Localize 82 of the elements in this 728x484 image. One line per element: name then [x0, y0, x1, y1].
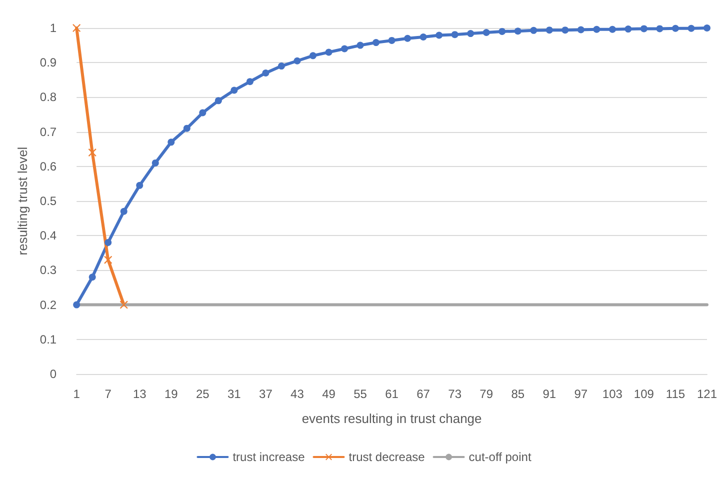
x-tick-label: 115: [666, 387, 686, 401]
x-tick-label: 121: [696, 387, 718, 401]
x-tick-label: 1: [73, 387, 80, 401]
point: [136, 182, 144, 189]
legend-label: trust increase: [232, 450, 306, 464]
point: [183, 124, 190, 132]
x-tick-label: 43: [290, 387, 304, 401]
point: [482, 29, 490, 36]
point: [120, 300, 128, 309]
x-axis-title: events resulting in trust change: [302, 411, 482, 426]
y-tick-label: 0.8: [40, 90, 57, 104]
y-tick-label: 0.4: [40, 228, 57, 243]
y-tick-label: 0.7: [40, 124, 57, 139]
y-axis-title: resulting trust level: [15, 146, 30, 256]
point: [436, 32, 443, 39]
point: [341, 45, 348, 52]
legend-label: cut-off point: [468, 450, 532, 464]
y-tick-label: 0.2: [40, 298, 57, 312]
point: [656, 25, 664, 32]
point: [514, 28, 522, 35]
x-tick-label: 31: [228, 387, 242, 401]
point: [372, 39, 380, 46]
point: [624, 26, 632, 33]
point: [593, 26, 600, 33]
point: [73, 301, 80, 308]
point: [294, 57, 301, 64]
point: [309, 52, 316, 60]
point: [262, 69, 270, 76]
point: [420, 34, 427, 40]
y-tick-label: 1: [50, 21, 57, 35]
y-tick-label: 0.1: [40, 332, 57, 346]
point: [120, 208, 128, 215]
point: [246, 78, 254, 86]
point: [104, 256, 112, 264]
point: [498, 28, 506, 35]
y-tick-label: 0.3: [40, 263, 57, 278]
point: [325, 48, 332, 56]
point: [230, 86, 238, 94]
x-tick-label: 91: [542, 387, 556, 401]
point: [199, 109, 206, 116]
point: [640, 25, 648, 32]
x-tick-label: 37: [259, 387, 273, 401]
x-tick-label: 67: [416, 387, 430, 401]
x-tick-label: 49: [322, 387, 336, 401]
point: [388, 36, 396, 44]
x-tick-label: 55: [354, 387, 368, 401]
x-tick-label: 13: [132, 387, 147, 401]
x-tick-label: 61: [385, 387, 399, 401]
point: [672, 24, 679, 32]
point: [546, 26, 553, 34]
point: [88, 148, 96, 157]
x-tick-label: 7: [104, 387, 112, 401]
point: [152, 159, 159, 166]
point: [451, 31, 458, 38]
point: [467, 30, 474, 38]
x-tick-label: 85: [511, 387, 525, 401]
x-tick-label: 109: [634, 387, 654, 401]
x-tick-label: 103: [602, 387, 623, 401]
y-tick-label: 0.9: [40, 56, 57, 70]
x-tick-label: 25: [196, 387, 210, 401]
point: [703, 24, 710, 32]
x-tick-label: 79: [480, 387, 494, 401]
point: [104, 239, 112, 246]
y-tick-label: 0: [50, 367, 57, 381]
y-tick-label: 0.5: [40, 194, 57, 208]
point: [530, 26, 538, 34]
point: [562, 26, 569, 34]
y-tick-label: 0.6: [40, 159, 57, 174]
point: [168, 138, 175, 146]
point: [608, 26, 616, 33]
point: [577, 26, 584, 34]
point: [404, 34, 412, 42]
x-tick-label: 73: [448, 387, 462, 401]
point: [356, 42, 364, 49]
x-tick-label: 19: [164, 387, 178, 401]
point: [278, 62, 285, 70]
point: [214, 97, 222, 104]
point: [72, 24, 81, 32]
point: [88, 274, 96, 281]
point: [688, 24, 695, 32]
x-tick-label: 97: [574, 387, 588, 401]
legend-label: trust decrease: [348, 450, 426, 464]
